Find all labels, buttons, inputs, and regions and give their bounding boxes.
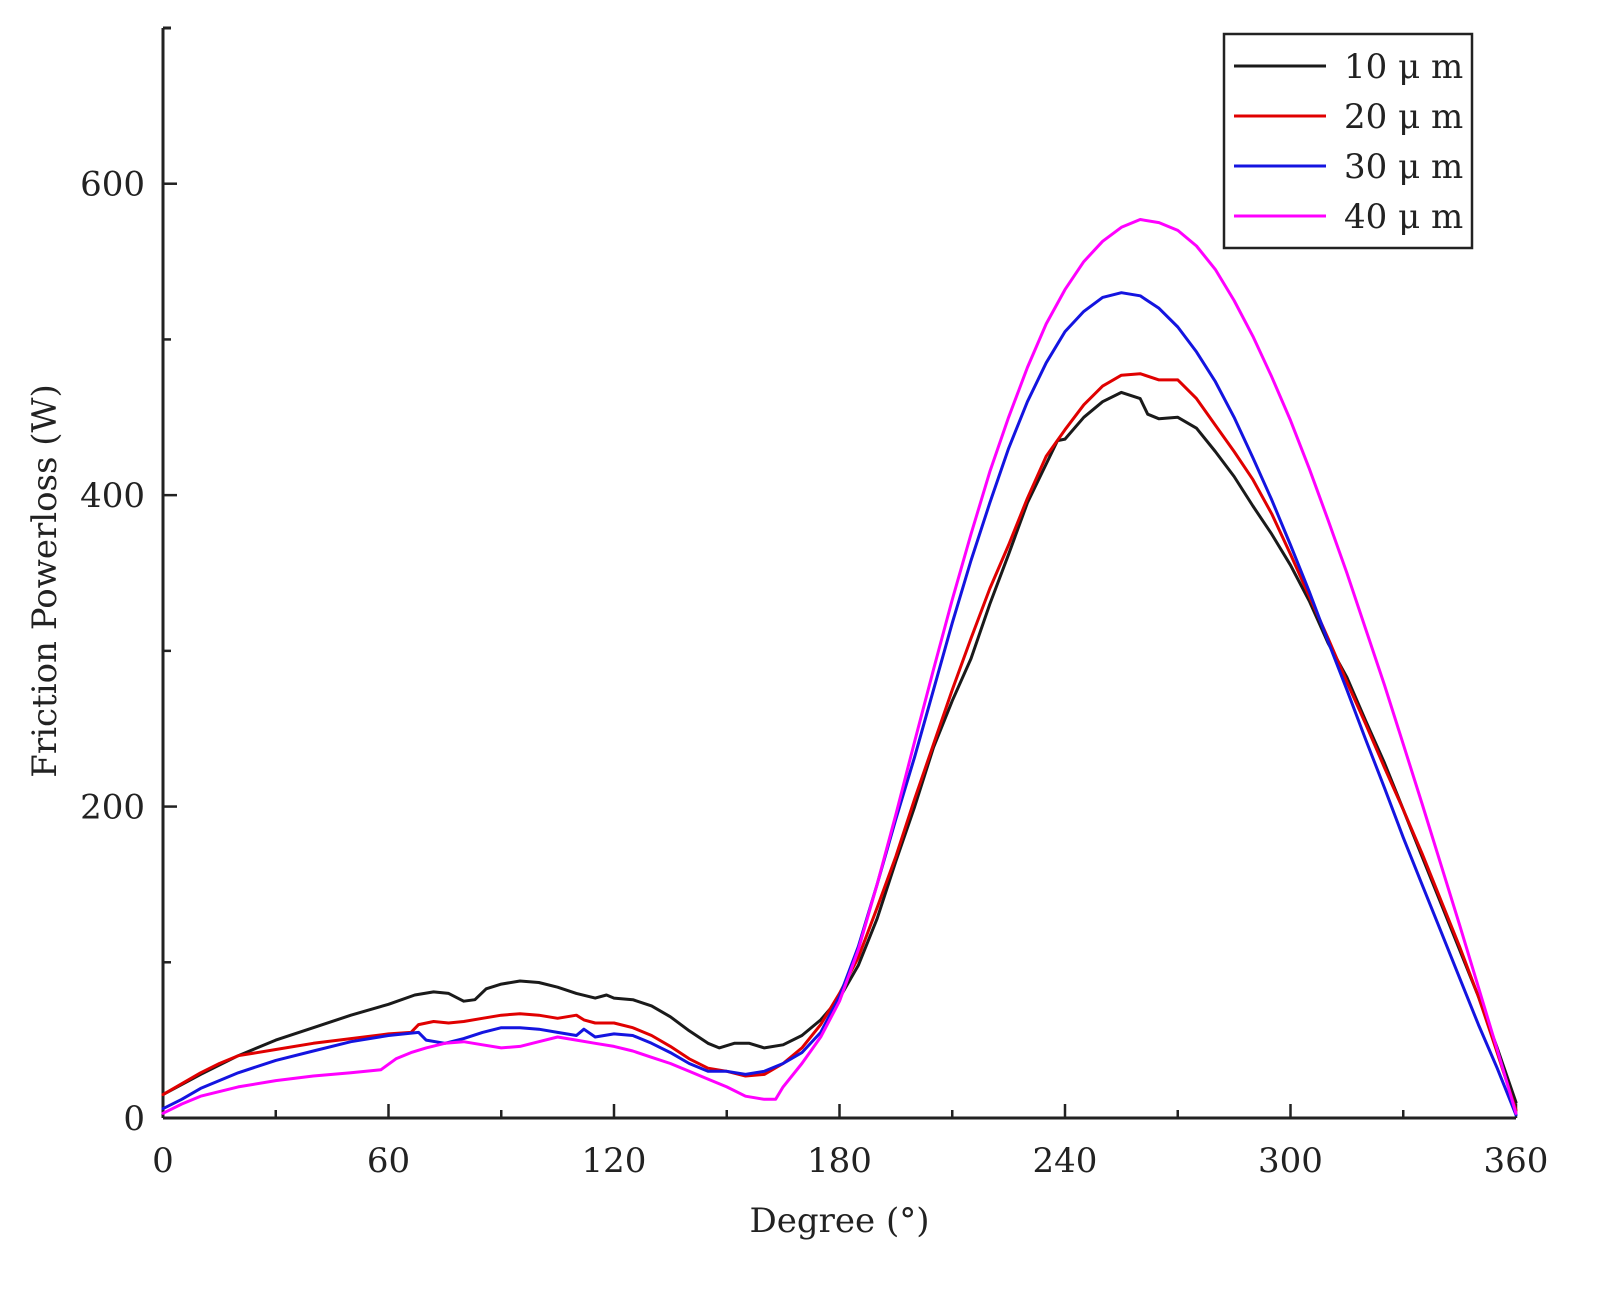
x-tick-label: 360 [1484, 1141, 1549, 1181]
x-axis-title: Degree (°) [750, 1201, 930, 1241]
legend-label-1: 10 μ m [1344, 47, 1463, 87]
legend-label-4: 40 μ m [1344, 197, 1463, 237]
legend-label-3: 30 μ m [1344, 147, 1463, 187]
y-tick-label: 400 [80, 476, 145, 516]
x-tick-label: 60 [367, 1141, 410, 1181]
x-tick-label: 0 [152, 1141, 174, 1181]
x-tick-label: 180 [807, 1141, 872, 1181]
series-layer [161, 218, 1518, 1117]
x-tick-label: 300 [1258, 1141, 1323, 1181]
axes: 0 60 120 180 240 300 360 0 200 400 600 [80, 26, 1549, 1181]
y-axis-title: Friction Powerloss (W) [25, 384, 65, 777]
x-tick-label: 120 [582, 1141, 647, 1181]
series-line-1 [161, 390, 1518, 1104]
y-tick-label: 0 [123, 1099, 145, 1139]
legend-box [1222, 32, 1474, 250]
series-line-4 [161, 218, 1518, 1115]
series-line-2 [161, 372, 1518, 1112]
legend: 10 μ m 20 μ m 30 μ m 40 μ m [1222, 32, 1474, 250]
x-tick-label: 240 [1033, 1141, 1098, 1181]
y-tick-label: 600 [80, 165, 145, 205]
legend-label-2: 20 μ m [1344, 97, 1463, 137]
y-tick-label: 200 [80, 788, 145, 828]
